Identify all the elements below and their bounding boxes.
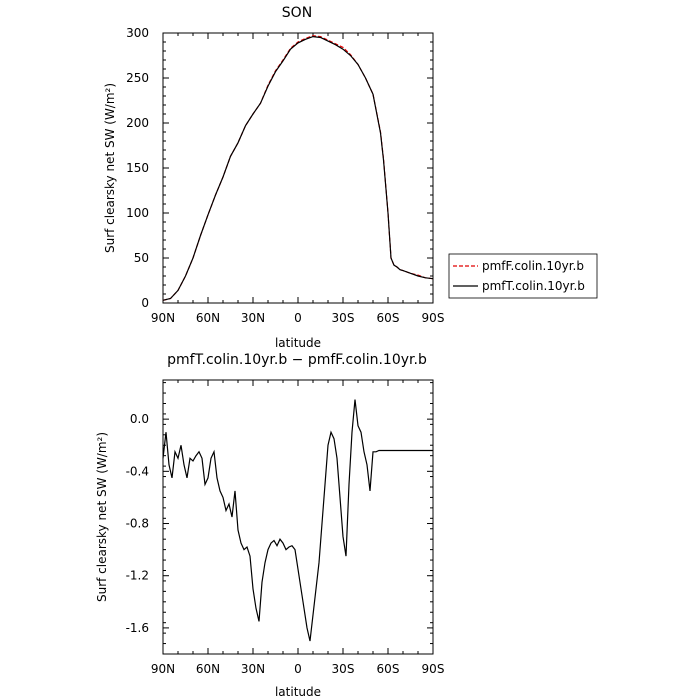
bottom-series-lines <box>162 399 433 642</box>
top-x-axis-label: latitude <box>275 336 321 350</box>
bottom-x-tick-label: 30S <box>332 662 355 676</box>
bottom-y-tick-label: -1.2 <box>126 569 149 583</box>
bottom-y-tick-label: -1.6 <box>126 621 149 635</box>
bottom-plot-frame <box>162 379 434 655</box>
top-y-tick-label: 100 <box>126 206 149 220</box>
top-series-line-2 <box>162 35 434 301</box>
top-y-tick-label: 300 <box>126 26 149 40</box>
top-y-tick-label: 200 <box>126 116 149 130</box>
top-y-tick-label: 250 <box>126 71 149 85</box>
bottom-axis-ticks: 90N 60N 30N 0 30S 60S 90S 0.0 -0.4 -0.8 -1.2 -1.6 <box>126 380 445 676</box>
bottom-x-tick-label: 60S <box>377 662 400 676</box>
top-y-tick-label: 150 <box>126 161 149 175</box>
top-y-axis-label: Surf clearsky net SW (W/m²) <box>103 83 117 253</box>
bottom-x-axis-label: latitude <box>275 685 321 699</box>
bottom-y-tick-label: -0.8 <box>126 517 149 531</box>
top-chart-title: SON <box>282 5 312 21</box>
bottom-y-tick-label: -0.4 <box>126 464 149 478</box>
bottom-y-axis-label: Surf clearsky net SW (W/m²) <box>95 432 109 602</box>
bottom-chart: pmfT.colin.10yr.b − pmfF.colin.10yr.b 90… <box>95 352 444 699</box>
top-x-tick-label: 0 <box>294 311 302 325</box>
legend-box <box>448 253 598 299</box>
bottom-x-tick-label: 90N <box>151 662 175 676</box>
top-chart: SON 90N 60N 30N 0 30S 60S 90S 0 50 100 150 200 250 30… <box>103 5 598 350</box>
top-axis-ticks: 90N 60N 30N 0 30S 60S 90S 0 50 100 150 200 250 300 <box>126 26 444 325</box>
bottom-x-tick-label: 90S <box>422 662 445 676</box>
bottom-y-tick-label: 0.0 <box>130 412 149 426</box>
top-x-tick-label: 90N <box>151 311 175 325</box>
top-y-tick-label: 50 <box>134 251 149 265</box>
bottom-x-tick-label: 30N <box>241 662 265 676</box>
top-series-lines <box>162 35 434 301</box>
bottom-x-tick-label: 0 <box>294 662 302 676</box>
bottom-chart-title: pmfT.colin.10yr.b − pmfF.colin.10yr.b <box>167 352 427 368</box>
legend-label-series-1: pmfF.colin.10yr.b <box>482 259 584 273</box>
top-x-tick-label: 90S <box>422 311 445 325</box>
top-x-tick-label: 30S <box>332 311 355 325</box>
bottom-x-tick-label: 60N <box>196 662 220 676</box>
bottom-series-line-1 <box>162 399 433 642</box>
top-y-tick-label: 0 <box>141 296 149 310</box>
top-x-tick-label: 60S <box>377 311 400 325</box>
top-x-tick-label: 30N <box>241 311 265 325</box>
top-x-tick-label: 60N <box>196 311 220 325</box>
legend-label-series-2: pmfT.colin.10yr.b <box>482 279 585 293</box>
